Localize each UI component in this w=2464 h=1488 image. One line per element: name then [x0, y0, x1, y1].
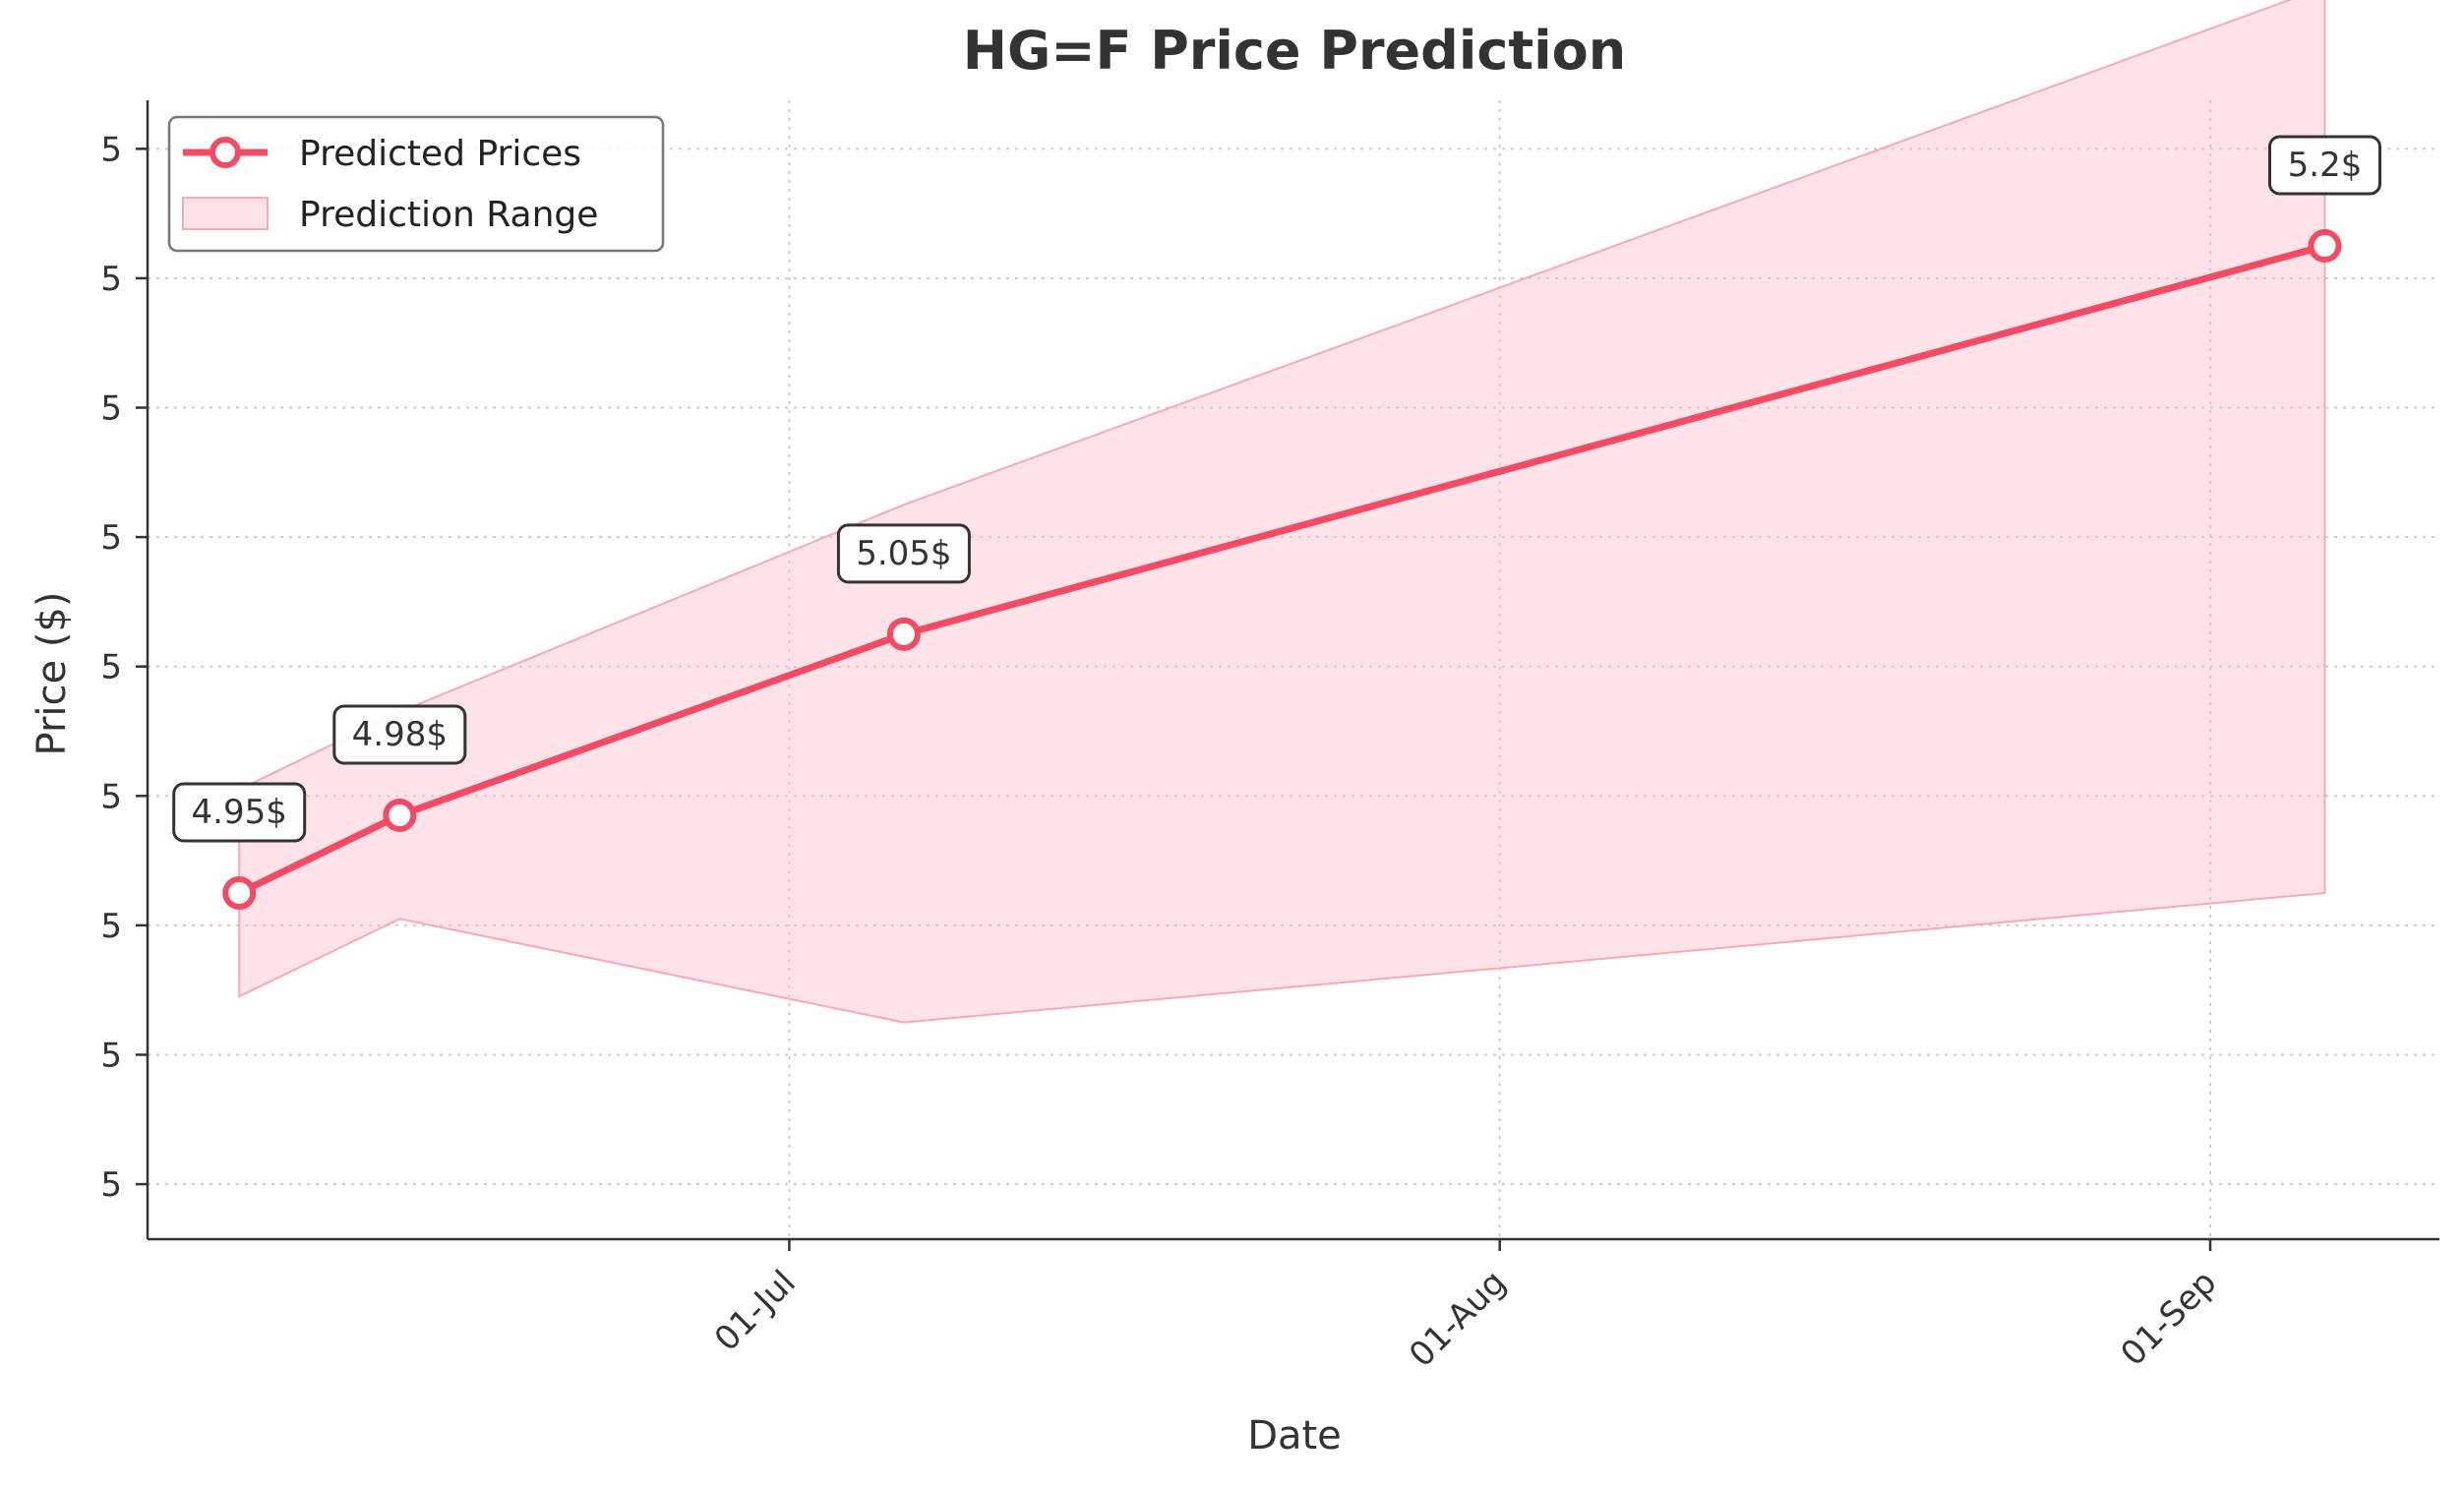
x-axis-label: Date: [1247, 1413, 1342, 1458]
prediction-range-area: [238, 0, 2326, 1024]
legend: Predicted Prices Prediction Range: [167, 115, 665, 253]
data-label: 5.2$: [2268, 135, 2381, 196]
data-labels: 4.95$ 4.98$ 5.05$ 5.2$: [172, 135, 2381, 843]
data-label: 4.95$: [172, 782, 307, 843]
y-tick-label: 5: [100, 777, 122, 816]
chart-title: HG=F Price Prediction: [963, 20, 1626, 82]
axes: [146, 100, 2439, 1241]
data-label-text: 5.2$: [2288, 146, 2363, 185]
legend-label-range: Prediction Range: [299, 195, 598, 235]
data-label-box: [2268, 135, 2381, 196]
y-axis-label: Price ($): [30, 592, 75, 756]
y-tick-label: 5: [100, 518, 122, 558]
data-label-text: 4.98$: [352, 715, 448, 754]
data-label-box: [836, 523, 971, 584]
predicted-price-point: [383, 799, 417, 833]
predicted-price-point: [2308, 229, 2342, 264]
predicted-price-line: [237, 242, 2326, 897]
data-label-text: 5.05$: [856, 534, 951, 573]
predicted-price-point: [222, 875, 257, 910]
y-ticks: 5 5 5 5 5 5 5 5 5: [100, 130, 148, 1205]
legend-box: [167, 115, 665, 253]
predicted-price-point: [886, 617, 921, 651]
y-tick-label: 5: [100, 1036, 122, 1075]
data-label: 5.05$: [836, 523, 971, 584]
y-tick-label: 5: [100, 389, 122, 429]
predicted-line: [237, 242, 2326, 897]
data-label-text: 4.95$: [192, 793, 287, 832]
data-label-box: [332, 704, 467, 765]
x-ticks: 01-Jul 01-Aug 01-Sep: [707, 1239, 2224, 1375]
y-tick-label: 5: [100, 260, 122, 299]
legend-label-predicted: Predicted Prices: [299, 134, 581, 174]
data-label-box: [172, 782, 307, 843]
y-tick-label: 5: [100, 130, 122, 169]
x-tick-label: 01-Jul: [707, 1263, 804, 1359]
prediction-range: [238, 0, 2326, 1024]
y-tick-label: 5: [100, 648, 122, 687]
legend-range-swatch: [182, 197, 269, 230]
y-tick-label: 5: [100, 1165, 122, 1205]
x-tick-label: 01-Sep: [2113, 1263, 2224, 1374]
y-tick-label: 5: [100, 907, 122, 946]
data-label: 4.98$: [332, 704, 467, 765]
x-tick-label: 01-Aug: [1402, 1263, 1514, 1375]
predicted-points: [222, 229, 2342, 910]
grid: [148, 100, 2439, 1239]
legend-marker-swatch: [210, 137, 241, 168]
